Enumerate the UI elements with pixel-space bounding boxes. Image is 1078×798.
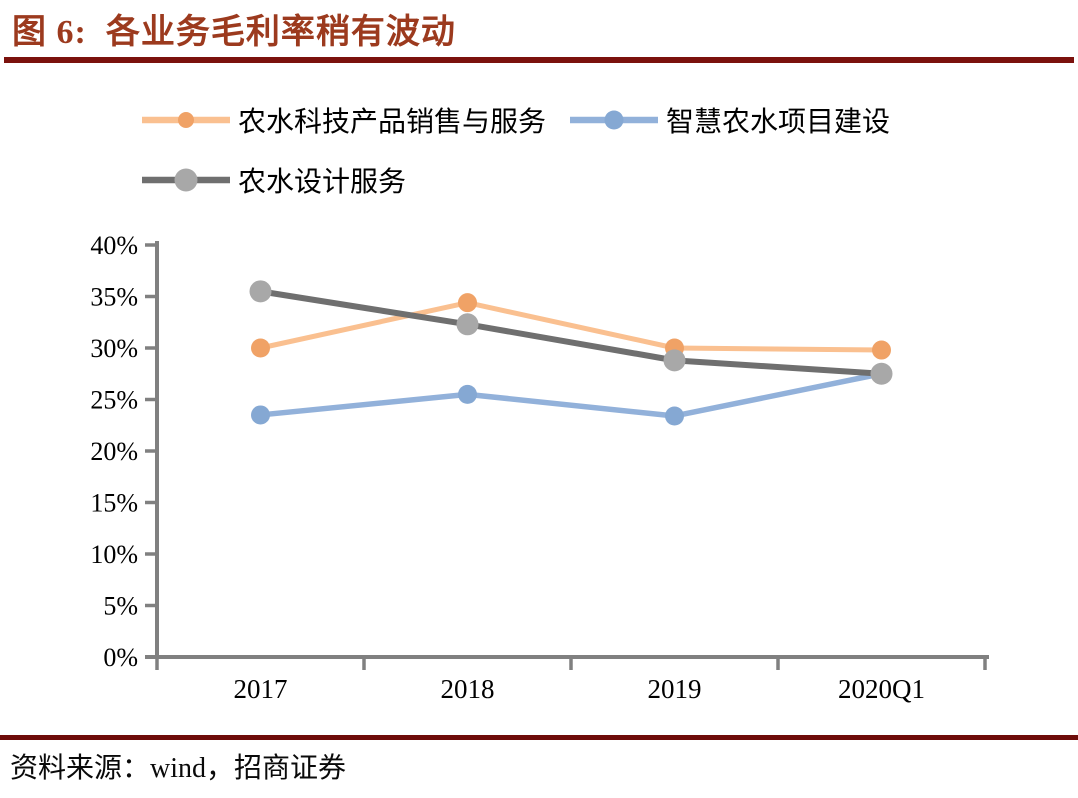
- legend-item: 智慧农水项目建设: [568, 100, 890, 140]
- legend-label: 农水设计服务: [238, 167, 407, 198]
- legend-item: 农水科技产品销售与服务: [140, 100, 546, 140]
- x-axis-tick-label: 2019: [648, 674, 702, 704]
- y-axis-tick-label: 10%: [90, 540, 138, 569]
- legend-row: 农水设计服务: [140, 160, 1040, 200]
- series-line-2: [257, 288, 885, 377]
- y-axis-tick-label: 40%: [90, 231, 138, 260]
- legend-item: 农水设计服务: [140, 160, 406, 200]
- title-divider: [4, 57, 1074, 63]
- x-axis-tick-label: 2020Q1: [838, 674, 925, 704]
- y-axis-tick-label: 20%: [90, 437, 138, 466]
- data-point-1-2018: [458, 384, 477, 404]
- data-point-0-2018: [458, 293, 477, 313]
- legend-marker-icon: [142, 112, 230, 128]
- data-point-2-2020Q1: [870, 362, 893, 385]
- legend-row: 农水科技产品销售与服务 智慧农水项目建设: [140, 100, 1040, 140]
- legend-marker-icon: [570, 110, 659, 130]
- source-note: 资料来源：wind，招商证券: [10, 753, 347, 784]
- series-line-0: [258, 300, 884, 353]
- data-point-1-2017: [251, 405, 270, 425]
- legend-marker-icon: [142, 168, 230, 192]
- line-chart: 0% 5% 10% 15% 20% 25% 30% 35% 40% 2017 2018 2019 202…: [90, 231, 989, 704]
- data-point-2-2017: [249, 280, 272, 303]
- x-axis-tick-label: 2018: [441, 674, 495, 704]
- legend-label: 农水科技产品销售与服务: [238, 107, 547, 138]
- x-axis-tick-label: 2017: [234, 674, 288, 704]
- data-point-2-2018: [456, 313, 479, 336]
- figure-title: 图 6: 各业务毛利率稍有波动: [12, 14, 456, 51]
- legend-label: 智慧农水项目建设: [666, 107, 891, 138]
- data-point-0-2020Q1: [872, 340, 891, 360]
- y-axis-tick-label: 5%: [103, 592, 138, 621]
- data-point-2-2019: [663, 349, 686, 372]
- chart-legend: 农水科技产品销售与服务 智慧农水项目建设农水设计服务: [140, 100, 1040, 220]
- y-axis-tick-label: 0%: [103, 643, 138, 672]
- y-axis-tick-label: 15%: [90, 489, 138, 518]
- data-point-1-2019: [665, 406, 684, 426]
- data-point-0-2017: [251, 338, 270, 358]
- y-axis-tick-label: 35%: [90, 283, 138, 312]
- y-axis-tick-label: 25%: [90, 386, 138, 415]
- footer-divider: [0, 735, 1078, 740]
- series-line-1: [257, 371, 885, 419]
- y-axis-tick-label: 30%: [90, 334, 138, 363]
- chart-area: 0% 5% 10% 15% 20% 25% 30% 35% 40% 2017 2018 2019 202…: [0, 225, 1078, 725]
